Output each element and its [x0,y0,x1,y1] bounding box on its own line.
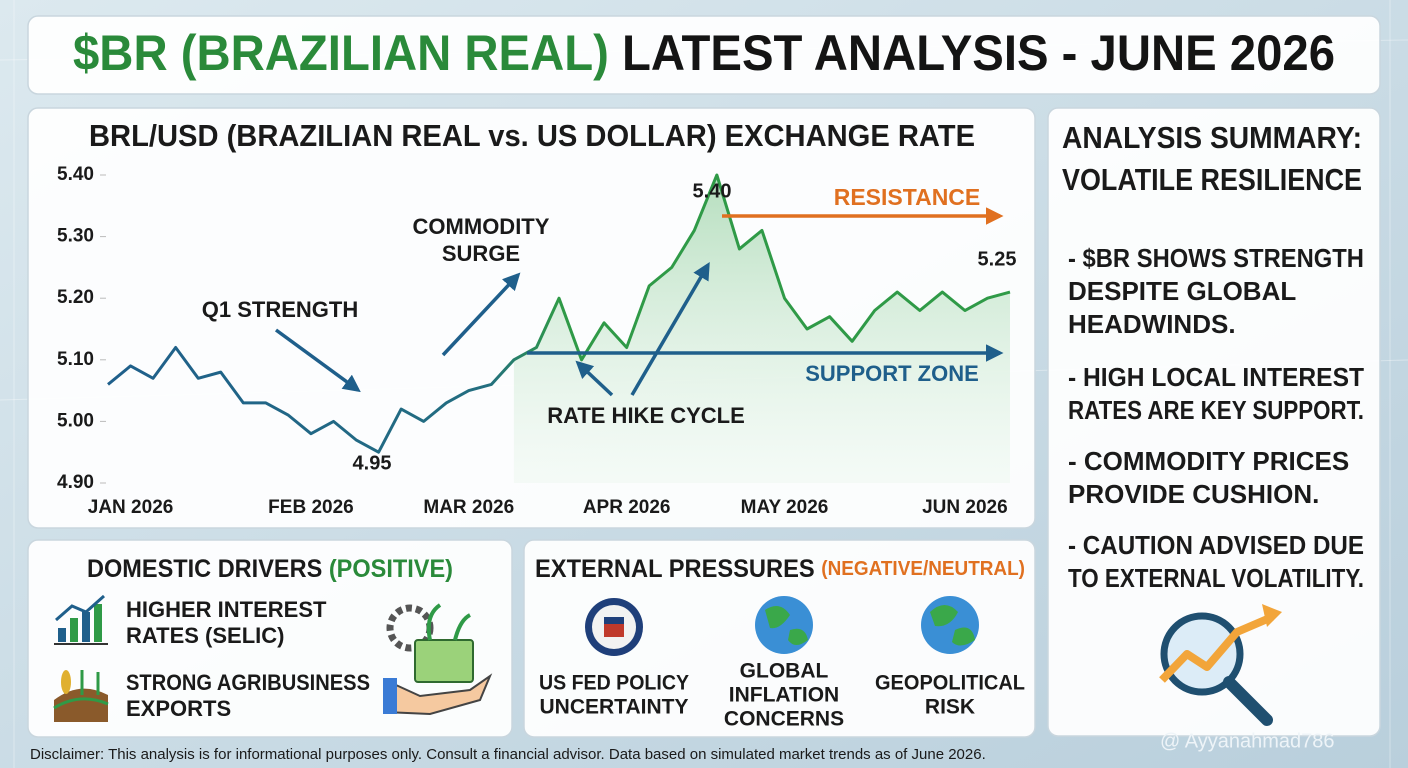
domestic-item: EXPORTS [126,696,231,721]
commodity-label: COMMODITY [413,214,550,239]
page-title: $BR (BRAZILIAN REAL) LATEST ANALYSIS - J… [73,25,1335,81]
x-tick-label: MAR 2026 [423,497,514,518]
title-rest: LATEST ANALYSIS - JUNE 2026 [622,25,1335,81]
title-highlight: $BR (BRAZILIAN REAL) [73,25,609,81]
q1-label: Q1 STRENGTH [202,297,358,322]
external-title: EXTERNAL PRESSURES (NEGATIVE/NEUTRAL) [535,555,1025,583]
external-heading: EXTERNAL PRESSURES [535,555,815,583]
y-tick-label: 5.20 [57,287,94,308]
last-label: 5.25 [978,248,1017,270]
domestic-tag: (POSITIVE) [329,555,453,583]
fed-icon [585,598,643,656]
summary-panel [1047,107,1381,737]
chart-title: BRL/USD (BRAZILIAN REAL vs. US DOLLAR) E… [89,118,975,153]
external-item: US FED POLICY [539,672,689,695]
domestic-item: RATES (SELIC) [126,623,284,648]
support-label: SUPPORT ZONE [805,361,979,386]
external-item: GLOBAL [740,660,829,683]
external-item: RISK [925,696,975,719]
watermark: @ Ayyanahmad786 [1160,730,1335,752]
commodity-label: SURGE [442,241,520,266]
x-tick-label: JAN 2026 [88,497,174,518]
disclaimer: Disclaimer: This analysis is for informa… [30,746,986,763]
growth-icon [383,603,493,716]
domestic-title: DOMESTIC DRIVERS (POSITIVE) [87,555,453,583]
x-tick-label: FEB 2026 [268,497,354,518]
q1-arrow [274,328,361,393]
high-label: 5.40 [693,180,732,202]
summary-point: - COMMODITY PRICES [1068,446,1349,476]
rate-hike-label: RATE HIKE CYCLE [547,403,745,428]
summary-point: - HIGH LOCAL INTEREST [1068,362,1364,392]
external-item: GEOPOLITICAL [875,672,1025,695]
line [107,173,1011,454]
area [513,175,1010,483]
summary-point: RATES ARE KEY SUPPORT. [1068,395,1364,425]
interest-icon [54,594,108,645]
external-item: UNCERTAINTY [540,696,689,719]
summary-point: TO EXTERNAL VOLATILITY. [1068,563,1364,593]
y-tick-label: 4.90 [57,472,94,493]
domestic-heading: DOMESTIC DRIVERS [87,555,322,583]
x-tick-label: APR 2026 [583,497,671,518]
y-tick-label: 5.10 [57,349,94,370]
external-item: INFLATION [729,684,839,707]
summary-point: HEADWINDS. [1068,309,1236,339]
globe-icon [755,596,813,654]
summary: ANALYSIS SUMMARY: VOLATILE RESILIENCE - $B… [1062,120,1364,593]
external-item: CONCERNS [724,708,844,731]
low-label: 4.95 [353,452,392,474]
summary-point: - CAUTION ADVISED DUE [1068,530,1364,560]
summary-title: ANALYSIS SUMMARY: [1062,120,1362,155]
globe-icon [921,596,979,654]
commodity-arrow [441,272,521,357]
annotation-arrows [274,207,1004,397]
summary-point: PROVIDE CUSHION. [1068,479,1319,509]
summary-point: DESPITE GLOBAL [1068,276,1296,306]
x-tick-label: MAY 2026 [741,497,829,518]
x-tick-label: JUN 2026 [922,497,1008,518]
summary-point: - $BR SHOWS STRENGTH [1068,243,1364,273]
summary-title: VOLATILE RESILIENCE [1062,162,1362,197]
y-tick-label: 5.30 [57,226,94,247]
domestic-item: HIGHER INTEREST [126,597,327,622]
agribusiness-icon [53,670,109,722]
rate-hike-arrow [630,261,710,396]
resistance-label: RESISTANCE [834,184,981,210]
rate-hike-arrow [575,360,614,397]
external-tag: (NEGATIVE/NEUTRAL) [821,558,1025,580]
y-tick-label: 5.40 [57,164,94,185]
header-panel [27,15,1381,95]
domestic-item: STRONG AGRIBUSINESS [126,670,370,695]
y-tick-label: 5.00 [57,410,94,431]
analysis-icon [1159,604,1282,726]
plot-area: 4.90 5.00 5.10 5.20 5.30 5.40 JAN 2026 FEB 2026… [57,164,1011,518]
